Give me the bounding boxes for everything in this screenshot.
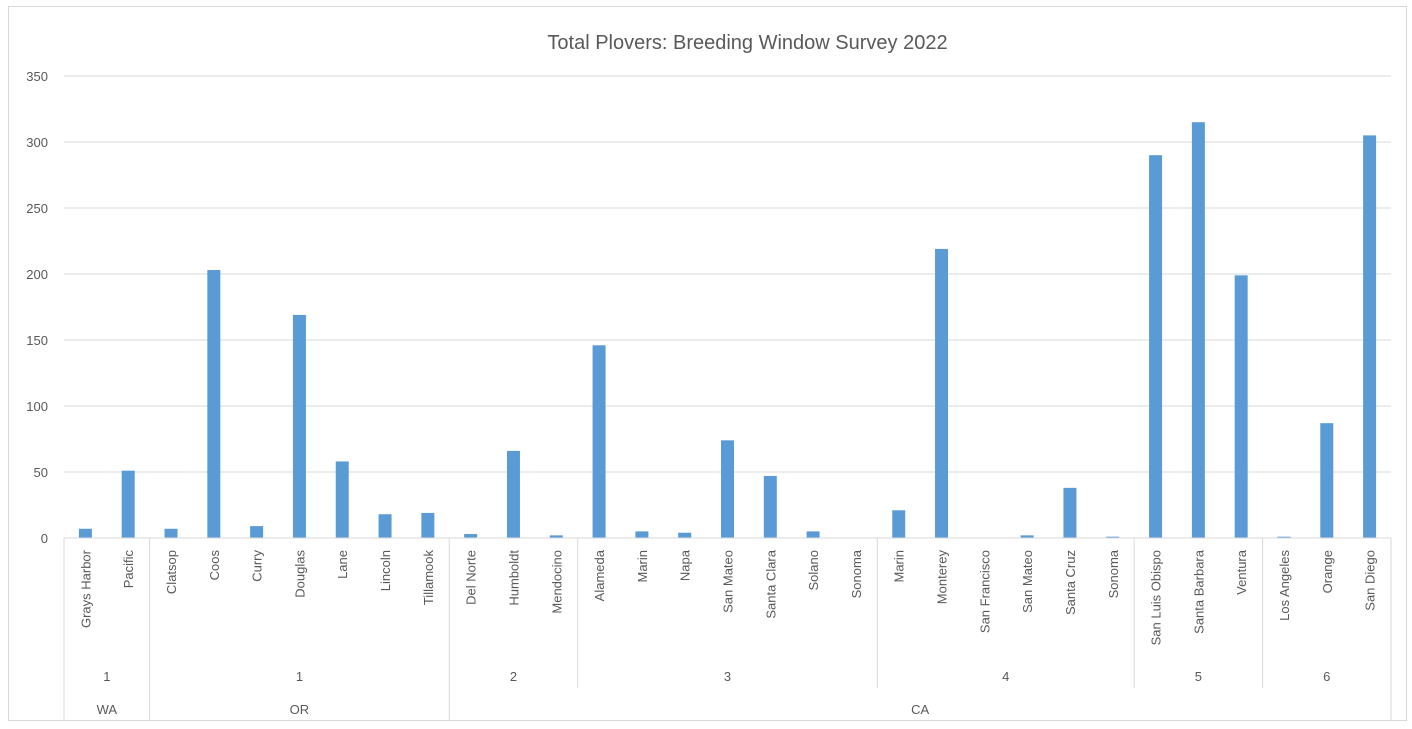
y-tick-label: 150 bbox=[26, 333, 48, 348]
category-label: Ventura bbox=[1234, 549, 1249, 595]
gridlines bbox=[64, 75, 1391, 473]
state-label: OR bbox=[290, 702, 310, 717]
recovery-unit-label: 6 bbox=[1323, 669, 1330, 684]
bar bbox=[763, 475, 777, 538]
bar bbox=[1149, 155, 1163, 538]
recovery-unit-label: 4 bbox=[1002, 669, 1009, 684]
y-tick-label: 350 bbox=[26, 69, 48, 84]
bars bbox=[78, 122, 1377, 539]
y-axis-ticks: 0 50 100 150 200 250 300 350 bbox=[26, 69, 48, 546]
bar bbox=[335, 461, 349, 538]
recovery-unit-label: 1 bbox=[296, 669, 303, 684]
category-label: Sonoma bbox=[849, 549, 864, 598]
bar bbox=[464, 534, 478, 538]
category-label: San Luis Obispo bbox=[1149, 550, 1164, 645]
bar bbox=[1234, 275, 1248, 538]
bar bbox=[1277, 536, 1291, 538]
bar bbox=[721, 440, 734, 538]
category-label: Alameda bbox=[592, 549, 607, 601]
bar bbox=[506, 450, 520, 538]
state-label: WA bbox=[97, 702, 118, 717]
bar bbox=[549, 535, 563, 538]
category-label: Mendocino bbox=[549, 550, 564, 614]
bar bbox=[207, 270, 221, 538]
bar bbox=[592, 345, 606, 538]
bar bbox=[1191, 122, 1205, 538]
chart-frame bbox=[8, 6, 1407, 721]
category-label: Santa Barbara bbox=[1191, 549, 1206, 634]
bar bbox=[1063, 487, 1077, 538]
category-label: Marin bbox=[635, 550, 650, 583]
state-label: CA bbox=[911, 702, 929, 717]
bar bbox=[1320, 423, 1334, 538]
bar bbox=[892, 510, 906, 538]
category-label: Del Norte bbox=[464, 550, 479, 605]
y-tick-label: 50 bbox=[34, 465, 48, 480]
bar bbox=[1020, 535, 1034, 538]
y-tick-label: 250 bbox=[26, 201, 48, 216]
category-label: Humboldt bbox=[506, 550, 521, 606]
x-axis bbox=[63, 537, 1392, 720]
category-label: San Mateo bbox=[721, 550, 736, 613]
bar bbox=[378, 514, 392, 538]
bar bbox=[250, 526, 264, 538]
category-label: Orange bbox=[1320, 550, 1335, 593]
category-label: San Diego bbox=[1363, 550, 1378, 611]
category-label: Marin bbox=[892, 550, 907, 583]
category-label: San Francisco bbox=[977, 550, 992, 633]
category-label: Los Angeles bbox=[1277, 550, 1292, 621]
y-tick-label: 300 bbox=[26, 135, 48, 150]
category-label: Monterey bbox=[935, 550, 950, 605]
bar bbox=[1363, 135, 1377, 538]
y-tick-label: 200 bbox=[26, 267, 48, 282]
category-label: Douglas bbox=[292, 550, 307, 598]
category-label: Coos bbox=[207, 550, 222, 581]
bar bbox=[121, 470, 135, 538]
bar bbox=[164, 528, 178, 538]
bar bbox=[935, 248, 949, 539]
bar bbox=[635, 531, 649, 538]
bar bbox=[678, 532, 692, 538]
bar bbox=[806, 531, 820, 538]
recovery-unit-label: 1 bbox=[103, 669, 110, 684]
y-tick-label: 100 bbox=[26, 399, 48, 414]
y-tick-label: 0 bbox=[41, 531, 48, 546]
category-label: Pacific bbox=[121, 550, 136, 589]
category-label: Solano bbox=[806, 550, 821, 590]
bar bbox=[78, 528, 92, 538]
recovery-unit-label: 5 bbox=[1195, 669, 1202, 684]
category-label: Napa bbox=[678, 549, 693, 581]
category-label: Santa Cruz bbox=[1063, 550, 1078, 615]
bar bbox=[1106, 536, 1120, 538]
category-label: Curry bbox=[250, 550, 265, 582]
bar bbox=[292, 314, 306, 538]
category-label: Santa Clara bbox=[763, 549, 778, 618]
category-label: Sonoma bbox=[1106, 549, 1121, 598]
category-label: Lincoln bbox=[378, 550, 393, 591]
category-label: Tillamook bbox=[421, 550, 436, 606]
category-label: Lane bbox=[335, 550, 350, 579]
bar bbox=[421, 512, 435, 538]
category-label: San Mateo bbox=[1020, 550, 1035, 613]
category-label: Grays Harbor bbox=[78, 549, 93, 628]
recovery-unit-label: 2 bbox=[510, 669, 517, 684]
category-label: Clatsop bbox=[164, 550, 179, 594]
group-labels: 1 1 2 3 4 5 6 WA OR CA bbox=[97, 669, 1331, 717]
chart-title: Total Plovers: Breeding Window Survey 20… bbox=[547, 32, 947, 54]
category-labels: Grays Harbor Pacific Clatsop Coos Curry Dougl… bbox=[78, 549, 1377, 645]
recovery-unit-label: 3 bbox=[724, 669, 731, 684]
